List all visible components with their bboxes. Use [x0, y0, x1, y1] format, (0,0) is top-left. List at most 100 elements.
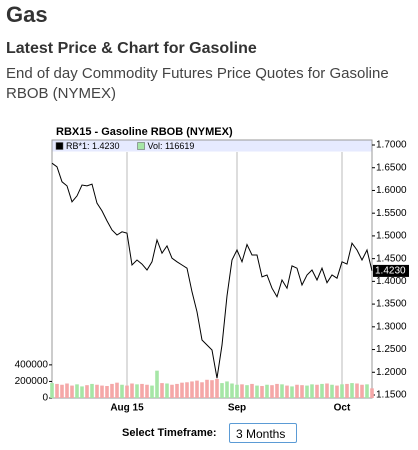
y-tick-label: 1.5000 — [376, 231, 407, 242]
y-tick-label: 1.3000 — [376, 321, 407, 332]
volume-bar — [330, 384, 334, 398]
volume-bar — [165, 383, 169, 398]
y-tick-label: 1.2000 — [376, 367, 407, 378]
volume-bar — [160, 383, 164, 398]
volume-bar — [205, 379, 209, 398]
volume-bar — [340, 384, 344, 398]
volume-bar — [170, 384, 174, 398]
y-tick-label: 1.1500 — [376, 390, 407, 401]
volume-bar — [210, 380, 214, 398]
y-tick-label: 1.4500 — [376, 253, 407, 264]
description: End of day Commodity Futures Price Quote… — [6, 65, 389, 102]
volume-bar — [55, 383, 59, 398]
volume-bar — [125, 385, 129, 398]
volume-bar — [290, 386, 294, 398]
y-tick-label: 1.5500 — [376, 208, 407, 219]
volume-bar — [230, 383, 234, 398]
volume-bar — [65, 383, 69, 398]
volume-bar — [200, 382, 204, 398]
y-tick-label: 1.2500 — [376, 344, 407, 355]
volume-bar — [180, 382, 184, 398]
y-tick-label: 1.4000 — [376, 276, 407, 287]
chart-title: RBX15 - Gasoline RBOB (NYMEX) — [56, 126, 233, 138]
volume-bar — [135, 384, 139, 398]
volume-bar — [150, 385, 154, 398]
volume-bar — [80, 386, 84, 398]
legend-bar — [52, 140, 372, 152]
volume-bar — [130, 383, 134, 398]
volume-bar — [115, 382, 119, 398]
volume-bar — [120, 384, 124, 398]
volume-bar — [280, 384, 284, 398]
plot-frame — [51, 139, 373, 399]
volume-bar — [50, 383, 54, 398]
last-value-label: 1.4230 — [375, 266, 406, 277]
y-tick-label: 1.7000 — [376, 140, 407, 151]
timeframe-label: Select Timeframe: — [122, 427, 217, 439]
volume-bar — [225, 381, 229, 398]
volume-bar — [345, 383, 349, 398]
volume-bar — [310, 384, 314, 398]
volume-bar — [145, 384, 149, 398]
volume-bar — [190, 381, 194, 398]
volume-bar — [90, 383, 94, 398]
y-tick-label: 1.6500 — [376, 162, 407, 173]
volume-bar — [315, 384, 319, 398]
volume-bar — [260, 385, 264, 398]
volume-bar — [285, 385, 289, 398]
y2-tick-label: 400000 — [15, 360, 49, 371]
volume-bar — [350, 383, 354, 398]
volume-bar — [60, 384, 64, 398]
volume-bar — [195, 380, 199, 398]
volume-bar — [100, 385, 104, 398]
volume-bar — [255, 385, 259, 398]
x-tick-label: Oct — [334, 403, 351, 414]
volume-bar — [105, 385, 109, 398]
volume-bar — [320, 383, 324, 398]
volume-bar — [245, 385, 249, 398]
volume-bar — [275, 383, 279, 398]
legend-swatch — [137, 142, 145, 150]
volume-bar — [265, 384, 269, 398]
volume-bar — [305, 385, 309, 398]
volume-bar — [140, 383, 144, 398]
y-tick-label: 1.6000 — [376, 185, 407, 196]
volume-bar — [155, 370, 159, 398]
volume-bar — [295, 384, 299, 398]
volume-bar — [175, 383, 179, 398]
volume-bar — [75, 384, 79, 398]
volume-bar — [365, 384, 369, 398]
x-tick-label: Aug 15 — [110, 403, 144, 414]
volume-bar — [240, 384, 244, 398]
heading: Latest Price & Chart for Gasoline — [6, 40, 257, 57]
volume-bar — [85, 385, 89, 398]
last-value-box — [373, 264, 409, 277]
volume-bar — [300, 385, 304, 398]
y-tick-label: 1.3500 — [376, 299, 407, 310]
volume-bar — [370, 388, 374, 398]
volume-bar — [215, 378, 219, 398]
volume-bar — [70, 385, 74, 398]
volume-bar — [325, 383, 329, 398]
volume-bar — [95, 384, 99, 398]
volume-bar — [235, 384, 239, 398]
price-line — [51, 162, 373, 379]
x-tick-label: Sep — [228, 403, 246, 414]
volume-bar — [355, 383, 359, 398]
y2-tick-label: 200000 — [15, 376, 49, 387]
volume-bar — [220, 383, 224, 398]
timeframe-select[interactable]: 3 Months — [229, 423, 297, 443]
volume-bar — [270, 385, 274, 398]
legend-swatch — [55, 142, 64, 150]
volume-bar — [110, 383, 114, 398]
legend-label: RB*1: 1.4230 — [66, 141, 120, 151]
y2-tick-label: 0 — [42, 393, 48, 404]
page-title: Gas — [6, 2, 48, 27]
volume-bar — [335, 385, 339, 398]
legend-label: Vol: 116619 — [148, 141, 195, 151]
chart: RBX15 - Gasoline RBOB (NYMEX) Aug 15 Sep O… — [15, 126, 409, 414]
volume-bar — [360, 384, 364, 398]
volume-bar — [185, 382, 189, 398]
volume-bar — [250, 383, 254, 398]
